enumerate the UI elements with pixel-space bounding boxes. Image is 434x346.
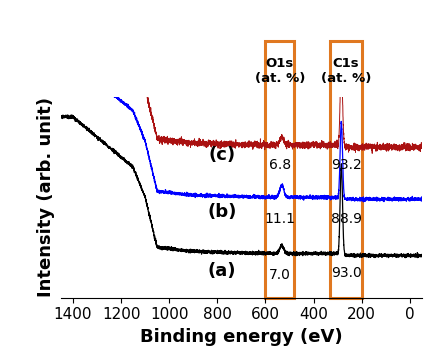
Text: (c): (c) <box>208 146 235 164</box>
Y-axis label: Intensity (arb. unit): Intensity (arb. unit) <box>37 97 55 297</box>
X-axis label: Binding energy (eV): Binding energy (eV) <box>140 328 342 346</box>
Text: 6.8: 6.8 <box>268 158 290 172</box>
Text: (b): (b) <box>207 203 236 221</box>
Text: 93.2: 93.2 <box>330 158 361 172</box>
Text: 93.0: 93.0 <box>330 266 361 281</box>
Text: 11.1: 11.1 <box>264 212 295 226</box>
Bar <box>265 41 294 298</box>
Text: 88.9: 88.9 <box>330 212 361 226</box>
Text: O1s
(at. %): O1s (at. %) <box>254 57 304 85</box>
Bar <box>330 41 361 298</box>
Text: (a): (a) <box>207 263 236 281</box>
Text: C1s
(at. %): C1s (at. %) <box>320 57 371 85</box>
Text: 7.0: 7.0 <box>268 268 290 282</box>
